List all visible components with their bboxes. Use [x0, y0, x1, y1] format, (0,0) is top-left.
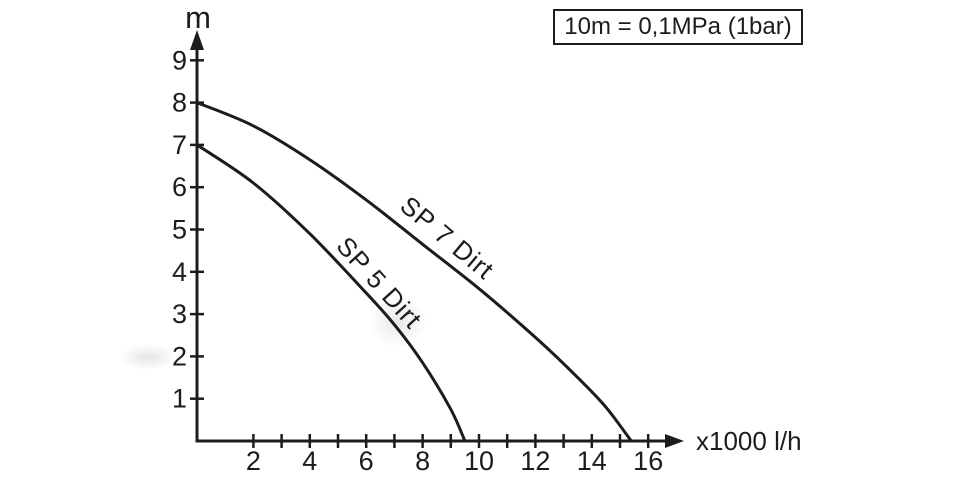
y-axis-arrowhead-icon — [190, 30, 204, 50]
y-tick-label-3: 3 — [172, 299, 187, 329]
x-tick-label-6: 6 — [359, 446, 374, 476]
y-tick-label-4: 4 — [172, 257, 187, 287]
x-tick-label-8: 8 — [415, 446, 430, 476]
curve-sp-5-dirt — [195, 143, 467, 443]
x-tick-label-2: 2 — [246, 446, 261, 476]
y-tick-label-5: 5 — [172, 215, 187, 245]
x-tick-label-10: 10 — [464, 446, 494, 476]
x-tick-label-4: 4 — [302, 446, 317, 476]
y-tick-label-2: 2 — [172, 341, 187, 371]
x-axis-arrowhead-icon — [665, 434, 684, 448]
x-tick-label-16: 16 — [633, 446, 663, 476]
y-axis-unit-label: m — [185, 0, 211, 35]
x-tick-label-12: 12 — [520, 446, 550, 476]
curve-sp-7-dirt — [195, 101, 633, 443]
y-tick-label-8: 8 — [172, 88, 187, 118]
pressure-conversion-note: 10m = 0,1MPa (1bar) — [553, 9, 803, 45]
y-tick-label-6: 6 — [172, 172, 187, 202]
y-tick-label-7: 7 — [172, 130, 187, 160]
y-tick-label-9: 9 — [172, 45, 187, 75]
x-axis-unit-label: x1000 l/h — [696, 426, 802, 456]
y-tick-label-1: 1 — [172, 384, 187, 414]
x-tick-label-14: 14 — [577, 446, 607, 476]
